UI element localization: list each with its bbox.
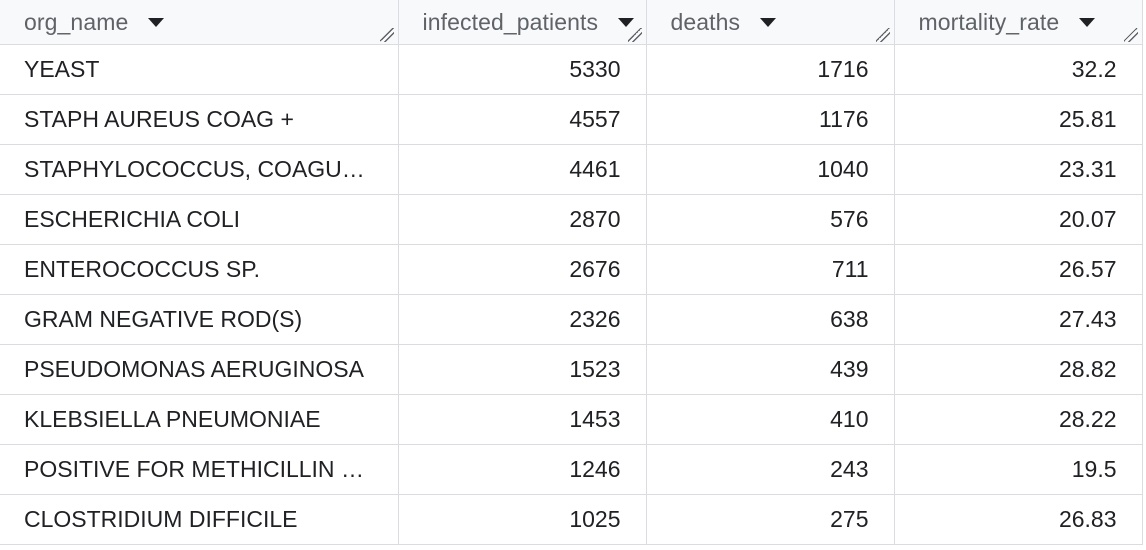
column-header-content: deaths: [647, 3, 894, 41]
cell-infected-patients[interactable]: 1453: [398, 394, 647, 445]
cell-org-name[interactable]: STAPHYLOCOCCUS, COAGULA…: [0, 144, 399, 195]
cell-mortality-rate[interactable]: 26.57: [894, 244, 1143, 295]
table-row[interactable]: GRAM NEGATIVE ROD(S) 2326 638 27.43: [0, 294, 1143, 345]
cell-mortality-rate[interactable]: 26.83: [894, 494, 1143, 545]
table-row[interactable]: CLOSTRIDIUM DIFFICILE 1025 275 26.83: [0, 494, 1143, 545]
header-row: org_name infected_patients deaths mortality…: [0, 0, 1143, 45]
column-resize-icon[interactable]: [627, 28, 642, 42]
cell-deaths[interactable]: 439: [646, 344, 895, 395]
column-resize-icon[interactable]: [1123, 28, 1138, 42]
column-header-org-name[interactable]: org_name: [0, 0, 399, 45]
column-resize-icon[interactable]: [875, 28, 890, 42]
table-row[interactable]: STAPH AUREUS COAG +4557 1176 25.81: [0, 94, 1143, 145]
cell-deaths[interactable]: 638: [646, 294, 895, 345]
table-body: YEAST 5330 1716 32.2 STAPH AUREUS COAG +4557…: [0, 44, 1143, 545]
column-header-deaths[interactable]: deaths: [646, 0, 895, 45]
cell-deaths[interactable]: 275: [646, 494, 895, 545]
cell-deaths[interactable]: 410: [646, 394, 895, 445]
column-header-infected-patients[interactable]: infected_patients: [398, 0, 647, 45]
cell-mortality-rate[interactable]: 27.43: [894, 294, 1143, 345]
cell-infected-patients[interactable]: 2676: [398, 244, 647, 295]
cell-infected-patients[interactable]: 1523: [398, 344, 647, 395]
column-header-label: deaths: [670, 8, 741, 35]
cell-org-name[interactable]: YEAST: [0, 44, 399, 95]
column-header-content: org_name: [0, 3, 398, 41]
cell-infected-patients[interactable]: 4557: [398, 94, 647, 145]
cell-mortality-rate[interactable]: 32.2: [894, 44, 1143, 95]
cell-infected-patients[interactable]: 5330: [398, 44, 647, 95]
cell-infected-patients[interactable]: 2870: [398, 194, 647, 245]
sort-dropdown-icon[interactable]: [618, 17, 635, 27]
cell-deaths[interactable]: 711: [646, 244, 895, 295]
sort-dropdown-icon[interactable]: [760, 17, 777, 27]
column-header-content: infected_patients: [399, 3, 646, 41]
table-row[interactable]: STAPHYLOCOCCUS, COAGULA… 4461 1040 23.31: [0, 144, 1143, 195]
cell-deaths[interactable]: 1040: [646, 144, 895, 195]
table-row[interactable]: ENTEROCOCCUS SP. 2676 711 26.57: [0, 244, 1143, 295]
cell-org-name[interactable]: ENTEROCOCCUS SP.: [0, 244, 399, 295]
table-row[interactable]: KLEBSIELLA PNEUMONIAE 1453 410 28.22: [0, 394, 1143, 445]
table-header: org_name infected_patients deaths mortality…: [0, 0, 1143, 45]
cell-mortality-rate[interactable]: 28.22: [894, 394, 1143, 445]
column-header-label: infected_patients: [422, 8, 599, 35]
table-row[interactable]: YEAST 5330 1716 32.2: [0, 44, 1143, 95]
cell-deaths[interactable]: 1176: [646, 94, 895, 145]
column-header-mortality-rate[interactable]: mortality_rate: [894, 0, 1143, 45]
cell-infected-patients[interactable]: 4461: [398, 144, 647, 195]
table-row[interactable]: PSEUDOMONAS AERUGINOSA 1523 439 28.82: [0, 344, 1143, 395]
cell-deaths[interactable]: 1716: [646, 44, 895, 95]
cell-org-name[interactable]: PSEUDOMONAS AERUGINOSA: [0, 344, 399, 395]
sort-dropdown-icon[interactable]: [148, 17, 165, 27]
column-header-content: mortality_rate: [895, 3, 1142, 41]
cell-mortality-rate[interactable]: 20.07: [894, 194, 1143, 245]
cell-org-name[interactable]: ESCHERICHIA COLI: [0, 194, 399, 245]
column-header-label: mortality_rate: [918, 8, 1060, 35]
cell-mortality-rate[interactable]: 19.5: [894, 444, 1143, 495]
cell-mortality-rate[interactable]: 25.81: [894, 94, 1143, 145]
cell-infected-patients[interactable]: 1025: [398, 494, 647, 545]
cell-deaths[interactable]: 576: [646, 194, 895, 245]
cell-mortality-rate[interactable]: 28.82: [894, 344, 1143, 395]
table-row[interactable]: POSITIVE FOR METHICILLIN R… 1246 243 19.5: [0, 444, 1143, 495]
cell-mortality-rate[interactable]: 23.31: [894, 144, 1143, 195]
cell-infected-patients[interactable]: 2326: [398, 294, 647, 345]
sort-dropdown-icon[interactable]: [1079, 17, 1096, 27]
cell-org-name[interactable]: GRAM NEGATIVE ROD(S): [0, 294, 399, 345]
column-resize-icon[interactable]: [379, 28, 394, 42]
column-header-label: org_name: [24, 8, 129, 35]
cell-deaths[interactable]: 243: [646, 444, 895, 495]
cell-org-name[interactable]: POSITIVE FOR METHICILLIN R…: [0, 444, 399, 495]
cell-org-name[interactable]: STAPH AUREUS COAG +: [0, 94, 399, 145]
cell-org-name[interactable]: CLOSTRIDIUM DIFFICILE: [0, 494, 399, 545]
cell-infected-patients[interactable]: 1246: [398, 444, 647, 495]
table-row[interactable]: ESCHERICHIA COLI 2870 576 20.07: [0, 194, 1143, 245]
cell-org-name[interactable]: KLEBSIELLA PNEUMONIAE: [0, 394, 399, 445]
